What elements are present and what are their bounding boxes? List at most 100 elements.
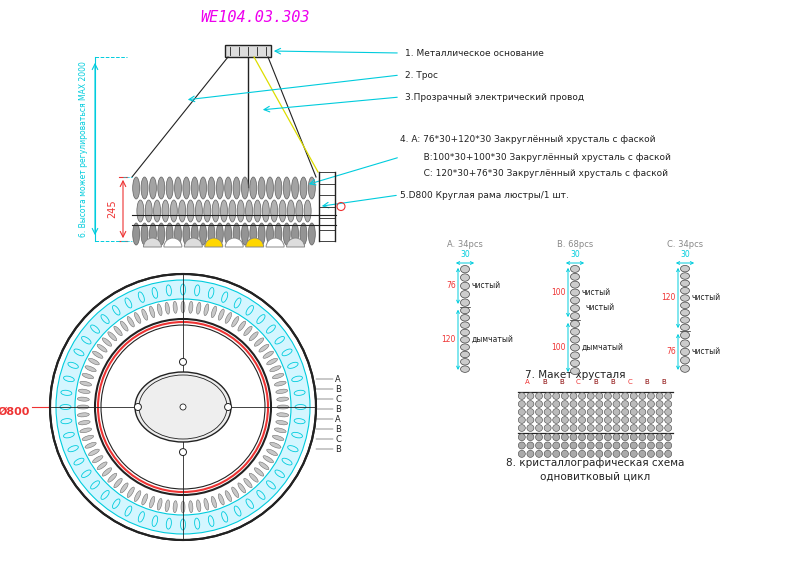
- Ellipse shape: [613, 425, 620, 432]
- Wedge shape: [246, 238, 264, 247]
- Ellipse shape: [274, 428, 286, 433]
- Ellipse shape: [225, 490, 232, 502]
- Ellipse shape: [216, 177, 223, 199]
- Ellipse shape: [195, 200, 202, 222]
- Ellipse shape: [266, 177, 274, 199]
- Ellipse shape: [665, 450, 672, 458]
- Text: A. 34pcs: A. 34pcs: [447, 240, 483, 249]
- Ellipse shape: [553, 408, 560, 415]
- Ellipse shape: [587, 442, 594, 449]
- Ellipse shape: [158, 304, 162, 316]
- Ellipse shape: [154, 200, 161, 222]
- Ellipse shape: [527, 408, 534, 415]
- Ellipse shape: [527, 433, 534, 441]
- Ellipse shape: [570, 289, 579, 296]
- Ellipse shape: [527, 416, 534, 423]
- Ellipse shape: [553, 401, 560, 407]
- Text: дымчатый: дымчатый: [472, 335, 514, 344]
- Ellipse shape: [263, 351, 274, 358]
- Circle shape: [179, 358, 186, 366]
- Ellipse shape: [518, 401, 526, 407]
- Ellipse shape: [166, 177, 173, 199]
- Ellipse shape: [216, 223, 223, 245]
- Ellipse shape: [665, 401, 672, 407]
- Ellipse shape: [191, 223, 198, 245]
- Ellipse shape: [134, 312, 141, 323]
- Ellipse shape: [287, 200, 294, 222]
- Ellipse shape: [544, 401, 551, 407]
- Ellipse shape: [681, 288, 690, 294]
- Ellipse shape: [277, 405, 289, 409]
- Wedge shape: [164, 238, 182, 247]
- Ellipse shape: [114, 479, 122, 488]
- Ellipse shape: [544, 393, 551, 399]
- Ellipse shape: [254, 468, 264, 476]
- Wedge shape: [205, 238, 222, 247]
- Ellipse shape: [647, 442, 654, 449]
- Text: B: B: [335, 445, 341, 454]
- Ellipse shape: [283, 177, 290, 199]
- Ellipse shape: [461, 307, 470, 314]
- Text: 100: 100: [551, 343, 566, 352]
- Ellipse shape: [232, 487, 239, 498]
- Ellipse shape: [596, 408, 603, 415]
- Ellipse shape: [165, 500, 170, 512]
- Text: 1. Металлическое основание: 1. Металлическое основание: [405, 49, 544, 58]
- Ellipse shape: [211, 306, 217, 318]
- Ellipse shape: [199, 223, 206, 245]
- Text: Ø800: Ø800: [0, 407, 30, 417]
- Ellipse shape: [535, 408, 542, 415]
- Text: B: B: [335, 424, 341, 433]
- Ellipse shape: [276, 420, 288, 425]
- Ellipse shape: [587, 450, 594, 458]
- Ellipse shape: [630, 425, 638, 432]
- Ellipse shape: [211, 497, 217, 508]
- Ellipse shape: [570, 336, 579, 343]
- Ellipse shape: [562, 450, 568, 458]
- Ellipse shape: [173, 501, 178, 512]
- Ellipse shape: [461, 329, 470, 336]
- Ellipse shape: [578, 408, 586, 415]
- Ellipse shape: [225, 312, 232, 323]
- Ellipse shape: [102, 468, 112, 476]
- Ellipse shape: [596, 442, 603, 449]
- Ellipse shape: [461, 359, 470, 365]
- Ellipse shape: [276, 389, 288, 394]
- Ellipse shape: [544, 425, 551, 432]
- Ellipse shape: [578, 425, 586, 432]
- Ellipse shape: [142, 309, 148, 320]
- Ellipse shape: [166, 223, 173, 245]
- Text: дымчатый: дымчатый: [582, 343, 624, 352]
- Ellipse shape: [189, 501, 193, 512]
- Circle shape: [179, 449, 186, 455]
- Ellipse shape: [133, 177, 140, 199]
- Ellipse shape: [570, 328, 579, 335]
- Ellipse shape: [605, 393, 611, 399]
- Ellipse shape: [158, 177, 165, 199]
- Ellipse shape: [141, 223, 148, 245]
- Ellipse shape: [605, 442, 611, 449]
- Text: B: B: [593, 379, 598, 385]
- Ellipse shape: [570, 344, 579, 351]
- Ellipse shape: [97, 344, 107, 352]
- Ellipse shape: [120, 321, 128, 331]
- Ellipse shape: [578, 433, 586, 441]
- Ellipse shape: [134, 490, 141, 502]
- Ellipse shape: [225, 223, 232, 245]
- Ellipse shape: [204, 498, 209, 510]
- Ellipse shape: [127, 487, 134, 498]
- Ellipse shape: [681, 280, 690, 286]
- Ellipse shape: [570, 266, 579, 272]
- Ellipse shape: [613, 450, 620, 458]
- Ellipse shape: [461, 266, 470, 273]
- Ellipse shape: [197, 302, 201, 314]
- Ellipse shape: [656, 433, 663, 441]
- Ellipse shape: [242, 223, 249, 245]
- Ellipse shape: [93, 456, 103, 463]
- Text: 30: 30: [460, 250, 470, 259]
- Ellipse shape: [587, 425, 594, 432]
- Ellipse shape: [274, 381, 286, 386]
- Ellipse shape: [77, 405, 89, 409]
- Ellipse shape: [630, 401, 638, 407]
- Ellipse shape: [596, 425, 603, 432]
